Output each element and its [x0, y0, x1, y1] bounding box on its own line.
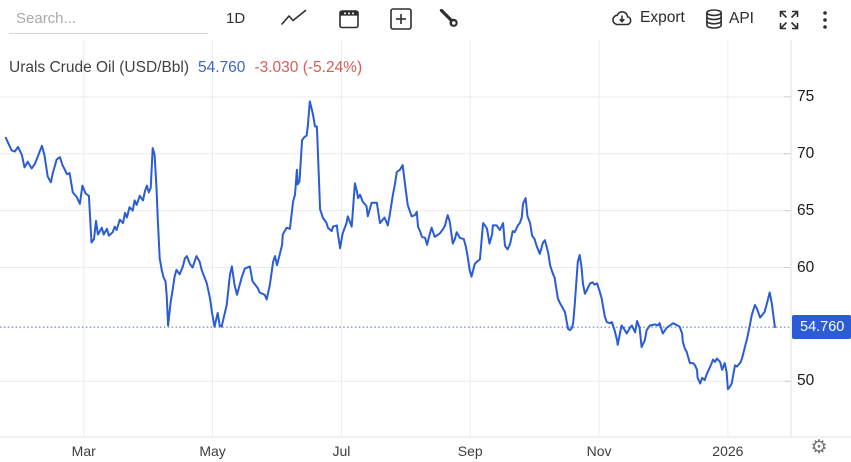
chart-settings-button[interactable]: ⚙: [806, 436, 832, 460]
calendar-icon: [339, 10, 359, 29]
current-price-tag: 54.760: [792, 315, 851, 340]
expand-arrows-icon: [779, 10, 799, 30]
x-axis-label: May: [199, 443, 226, 459]
y-axis-label: 60: [797, 258, 815, 276]
toolbar: 1D: [0, 0, 851, 40]
timeframe-selector[interactable]: 1D: [226, 10, 246, 27]
api-button[interactable]: API: [705, 9, 754, 29]
y-axis-label: 65: [797, 201, 815, 219]
compare-add-button[interactable]: [388, 7, 414, 31]
price-chart-plot[interactable]: [0, 40, 851, 462]
kebab-menu-icon: [823, 11, 827, 29]
price-change: -3.030 (-5.24%): [254, 59, 363, 76]
cloud-download-icon: [612, 11, 632, 26]
x-axis-label: Mar: [71, 443, 96, 459]
database-icon: [706, 9, 722, 29]
x-axis-label: Sep: [457, 443, 483, 459]
plus-square-icon: [390, 8, 412, 30]
settings-tools-button[interactable]: [436, 7, 462, 31]
more-menu-button[interactable]: [818, 8, 832, 32]
y-axis-label: 50: [797, 372, 815, 390]
line-chart-icon: [281, 9, 307, 25]
date-range-button[interactable]: [336, 7, 362, 31]
y-axis-label: 70: [797, 144, 815, 162]
y-axis-label: 75: [797, 87, 815, 105]
price-line-series: [4, 100, 776, 391]
x-axis-label: Nov: [586, 443, 612, 459]
instrument-title: Urals Crude Oil (USD/Bbl): [9, 59, 190, 76]
fullscreen-button[interactable]: [776, 8, 802, 32]
last-price: 54.760: [198, 59, 246, 76]
instrument-header: Urals Crude Oil (USD/Bbl) 54.760 -3.030 …: [9, 59, 362, 77]
x-axis-label: Jul: [332, 443, 351, 459]
search-input[interactable]: [9, 5, 208, 34]
chart-type-button[interactable]: [281, 7, 307, 31]
api-label: API: [729, 10, 754, 27]
export-label: Export: [640, 9, 685, 26]
x-axis-label: 2026: [712, 443, 744, 459]
wrench-icon: [439, 9, 458, 27]
gear-icon: ⚙: [810, 437, 828, 458]
export-button[interactable]: Export: [610, 9, 685, 27]
